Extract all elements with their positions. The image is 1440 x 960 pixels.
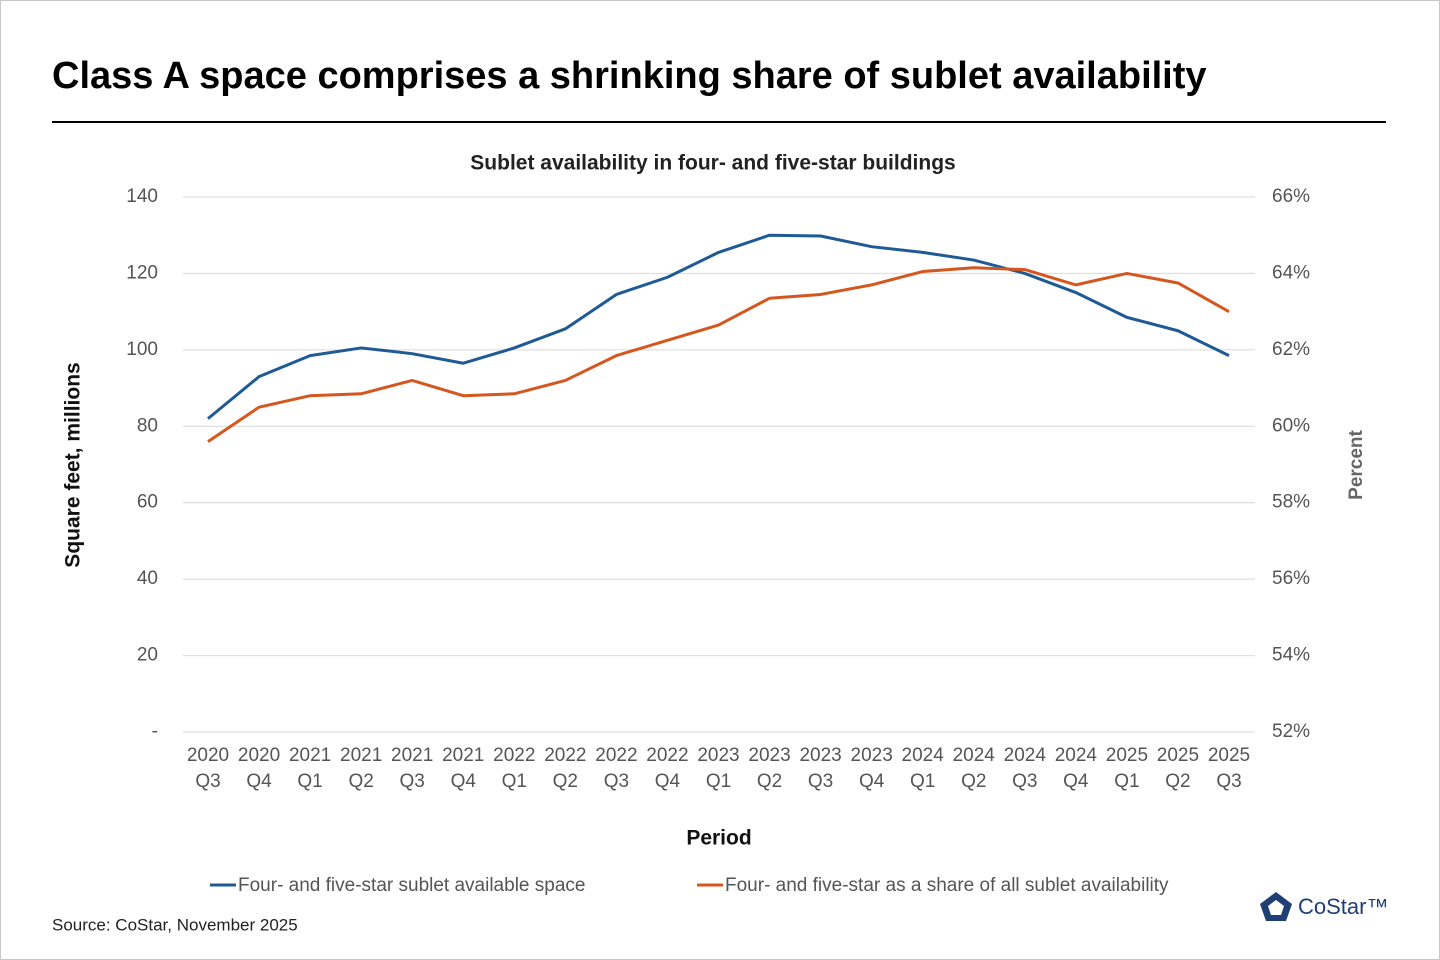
y-tick-label: 80 <box>137 415 158 436</box>
y-tick-label: 140 <box>126 186 158 207</box>
x-tick-label: 2021 Q3 <box>391 745 434 792</box>
y-axis-label: Square feet, millions <box>62 362 85 567</box>
x-tick-label: 2023 Q1 <box>697 745 740 792</box>
x-tick-label: 2023 Q3 <box>799 745 842 792</box>
y2-tick-label: 64% <box>1272 262 1310 283</box>
y2-tick-label: 60% <box>1272 415 1310 436</box>
y-tick-label: 100 <box>126 339 158 360</box>
y2-tick-label: 62% <box>1272 339 1310 360</box>
x-tick-label: 2022 Q3 <box>595 745 638 792</box>
x-tick-label: 2021 Q4 <box>442 745 485 792</box>
logo-mark <box>1260 892 1292 921</box>
chart-subtitle: Sublet availability in four- and five-st… <box>470 152 955 175</box>
x-tick-label: 2020 Q3 <box>186 745 230 792</box>
x-tick-label: 2025 Q3 <box>1207 745 1251 792</box>
x-axis-label: Period <box>686 827 751 850</box>
y-tick-label: 20 <box>137 645 158 666</box>
legend-label: Four- and five-star sublet available spa… <box>238 875 585 896</box>
y2-axis-label: Percent <box>1346 429 1367 499</box>
x-tick-label: 2024 Q2 <box>952 745 995 792</box>
logo: CoStar™ <box>1298 894 1388 919</box>
x-tick-label: 2020 Q4 <box>237 745 281 792</box>
x-tick-label: 2024 Q4 <box>1054 745 1097 792</box>
x-tick-label: 2025 Q1 <box>1105 745 1149 792</box>
series-line <box>207 233 1230 420</box>
x-tick-label: 2021 Q1 <box>288 745 332 792</box>
y2-tick-label: 56% <box>1272 568 1310 589</box>
y2-tick-label: 52% <box>1272 721 1310 742</box>
y2-tick-label: 66% <box>1272 186 1310 207</box>
x-tick-label: 2023 Q4 <box>850 745 893 792</box>
legend-label: Four- and five-star as a share of all su… <box>725 875 1169 896</box>
x-tick-label: 2022 Q2 <box>544 745 587 792</box>
y-tick-label: 120 <box>126 262 158 283</box>
x-tick-label: 2023 Q2 <box>748 745 791 792</box>
x-tick-label: 2022 Q1 <box>493 745 536 792</box>
x-tick-label: 2025 Q2 <box>1156 745 1200 792</box>
y2-tick-label: 58% <box>1272 492 1310 513</box>
y-tick-label: - <box>152 721 158 742</box>
y-tick-label: 60 <box>137 492 158 513</box>
y-tick-label: 40 <box>137 568 158 589</box>
chart-title: Class A space comprises a shrinking shar… <box>52 55 1207 97</box>
y2-tick-label: 54% <box>1272 645 1310 666</box>
x-tick-label: 2022 Q4 <box>646 745 689 792</box>
x-tick-label: 2024 Q1 <box>901 745 944 792</box>
x-tick-label: 2024 Q3 <box>1003 745 1046 792</box>
series-line <box>207 266 1230 443</box>
source: Source: CoStar, November 2025 <box>52 915 298 934</box>
x-tick-label: 2021 Q2 <box>340 745 383 792</box>
